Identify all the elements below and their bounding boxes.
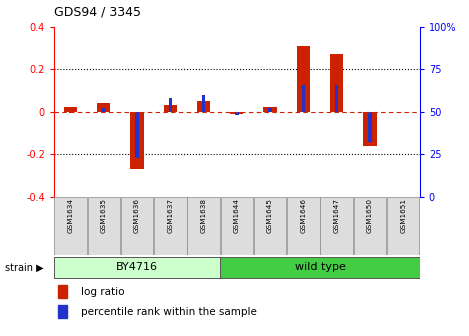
FancyBboxPatch shape <box>287 197 320 255</box>
Text: BY4716: BY4716 <box>116 262 158 272</box>
Bar <box>202 95 205 112</box>
Bar <box>197 101 210 112</box>
Bar <box>368 112 371 142</box>
Bar <box>58 285 68 298</box>
Bar <box>164 106 177 112</box>
FancyBboxPatch shape <box>54 257 220 278</box>
FancyBboxPatch shape <box>154 197 187 255</box>
Text: GSM1638: GSM1638 <box>201 198 206 233</box>
Bar <box>235 112 239 115</box>
Bar <box>136 112 139 158</box>
Text: wild type: wild type <box>295 262 346 272</box>
Bar <box>297 46 310 112</box>
FancyBboxPatch shape <box>320 197 353 255</box>
Bar <box>58 305 68 318</box>
Text: GSM1651: GSM1651 <box>400 198 406 233</box>
FancyBboxPatch shape <box>254 197 287 255</box>
Text: GSM1637: GSM1637 <box>167 198 174 233</box>
FancyBboxPatch shape <box>220 257 420 278</box>
Bar <box>330 54 343 112</box>
FancyBboxPatch shape <box>387 197 419 255</box>
Text: GSM1634: GSM1634 <box>68 198 74 233</box>
FancyBboxPatch shape <box>54 197 87 255</box>
Bar <box>268 108 272 112</box>
Bar <box>335 85 338 112</box>
FancyBboxPatch shape <box>121 197 153 255</box>
Bar <box>230 112 243 114</box>
Text: GSM1644: GSM1644 <box>234 198 240 233</box>
Text: GSM1645: GSM1645 <box>267 198 273 233</box>
Text: GSM1650: GSM1650 <box>367 198 373 233</box>
Bar <box>64 108 77 112</box>
Text: GSM1647: GSM1647 <box>333 198 340 233</box>
FancyBboxPatch shape <box>187 197 220 255</box>
Text: GDS94 / 3345: GDS94 / 3345 <box>54 5 141 18</box>
Bar <box>169 98 172 112</box>
Bar <box>102 108 106 112</box>
Text: log ratio: log ratio <box>82 287 125 297</box>
Text: strain ▶: strain ▶ <box>5 262 43 272</box>
Text: GSM1646: GSM1646 <box>300 198 306 233</box>
Bar <box>264 108 277 112</box>
Bar <box>302 85 305 112</box>
Bar <box>69 112 72 114</box>
Bar <box>363 112 377 146</box>
Text: percentile rank within the sample: percentile rank within the sample <box>82 307 257 317</box>
FancyBboxPatch shape <box>88 197 120 255</box>
Bar <box>97 103 111 112</box>
FancyBboxPatch shape <box>354 197 386 255</box>
FancyBboxPatch shape <box>220 197 253 255</box>
Text: GSM1635: GSM1635 <box>101 198 107 233</box>
Text: GSM1636: GSM1636 <box>134 198 140 233</box>
Bar <box>130 112 144 169</box>
